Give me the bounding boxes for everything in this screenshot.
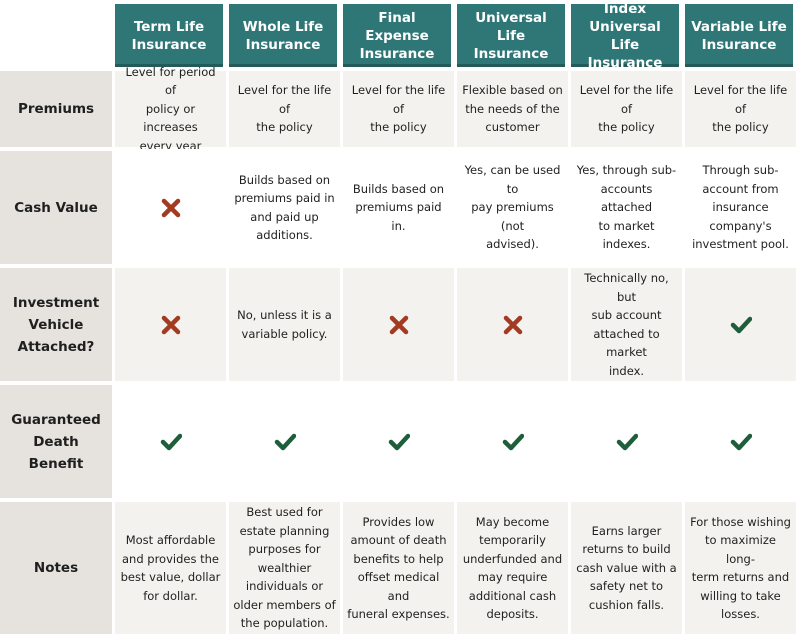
- check-icon: [730, 314, 752, 336]
- column-header-universal-life: Universal Life Insurance: [454, 0, 568, 69]
- cell-investment-vehicle-index-universal-life: Technically no, but sub account attached…: [568, 266, 682, 383]
- check-icon: [502, 431, 524, 453]
- row-header-investment-vehicle: Investment Vehicle Attached?: [0, 266, 112, 383]
- cell-cash-value-index-universal-life: Yes, through sub- accounts attached to m…: [568, 149, 682, 266]
- x-icon: [388, 314, 410, 336]
- cell-cash-value-final-expense: Builds based on premiums paid in.: [340, 149, 454, 266]
- column-header-index-universal-life: Index Universal Life Insurance: [568, 0, 682, 71]
- column-header-whole-life: Whole Life Insurance: [226, 0, 340, 69]
- cell-death-benefit-universal-life: [454, 383, 568, 500]
- cell-investment-vehicle-variable-life: [682, 266, 796, 383]
- column-header-final-expense: Final Expense Insurance: [340, 0, 454, 69]
- cell-notes-universal-life: May become temporarily underfunded and m…: [454, 500, 568, 636]
- cell-death-benefit-term-life: [112, 383, 226, 500]
- check-icon: [730, 431, 752, 453]
- table-corner: [0, 0, 112, 69]
- column-header-variable-life: Variable Life Insurance: [682, 0, 796, 69]
- cell-notes-variable-life: For those wishing to maximize long- term…: [682, 500, 796, 636]
- cell-cash-value-variable-life: Through sub- account from insurance comp…: [682, 149, 796, 266]
- cell-premiums-whole-life: Level for the life of the policy: [226, 69, 340, 149]
- x-icon: [160, 197, 182, 219]
- cell-notes-final-expense: Provides low amount of death benefits to…: [340, 500, 454, 636]
- cell-investment-vehicle-universal-life: [454, 266, 568, 383]
- cell-cash-value-whole-life: Builds based on premiums paid in and pai…: [226, 149, 340, 266]
- cell-death-benefit-final-expense: [340, 383, 454, 500]
- cell-investment-vehicle-final-expense: [340, 266, 454, 383]
- x-icon: [502, 314, 524, 336]
- cell-death-benefit-index-universal-life: [568, 383, 682, 500]
- row-header-cash-value: Cash Value: [0, 149, 112, 266]
- cell-premiums-final-expense: Level for the life of the policy: [340, 69, 454, 149]
- check-icon: [274, 431, 296, 453]
- row-header-premiums: Premiums: [0, 69, 112, 149]
- cell-death-benefit-variable-life: [682, 383, 796, 500]
- x-icon: [160, 314, 182, 336]
- cell-investment-vehicle-whole-life: No, unless it is a variable policy.: [226, 266, 340, 383]
- cell-notes-index-universal-life: Earns larger returns to build cash value…: [568, 500, 682, 636]
- check-icon: [616, 431, 638, 453]
- cell-investment-vehicle-term-life: [112, 266, 226, 383]
- check-icon: [160, 431, 182, 453]
- cell-cash-value-universal-life: Yes, can be used to pay premiums (not ad…: [454, 149, 568, 266]
- cell-premiums-term-life: Level for period of policy or increases …: [112, 65, 226, 153]
- cell-premiums-universal-life: Flexible based on the needs of the custo…: [454, 69, 568, 149]
- row-header-notes: Notes: [0, 500, 112, 636]
- cell-notes-whole-life: Best used for estate planning purposes f…: [226, 500, 340, 636]
- column-header-term-life: Term Life Insurance: [112, 0, 226, 69]
- cell-death-benefit-whole-life: [226, 383, 340, 500]
- cell-premiums-index-universal-life: Level for the life of the policy: [568, 69, 682, 149]
- check-icon: [388, 431, 410, 453]
- cell-notes-term-life: Most affordable and provides the best va…: [112, 500, 226, 636]
- cell-premiums-variable-life: Level for the life of the policy: [682, 69, 796, 149]
- cell-cash-value-term-life: [112, 149, 226, 266]
- row-header-death-benefit: Guaranteed Death Benefit: [0, 383, 112, 500]
